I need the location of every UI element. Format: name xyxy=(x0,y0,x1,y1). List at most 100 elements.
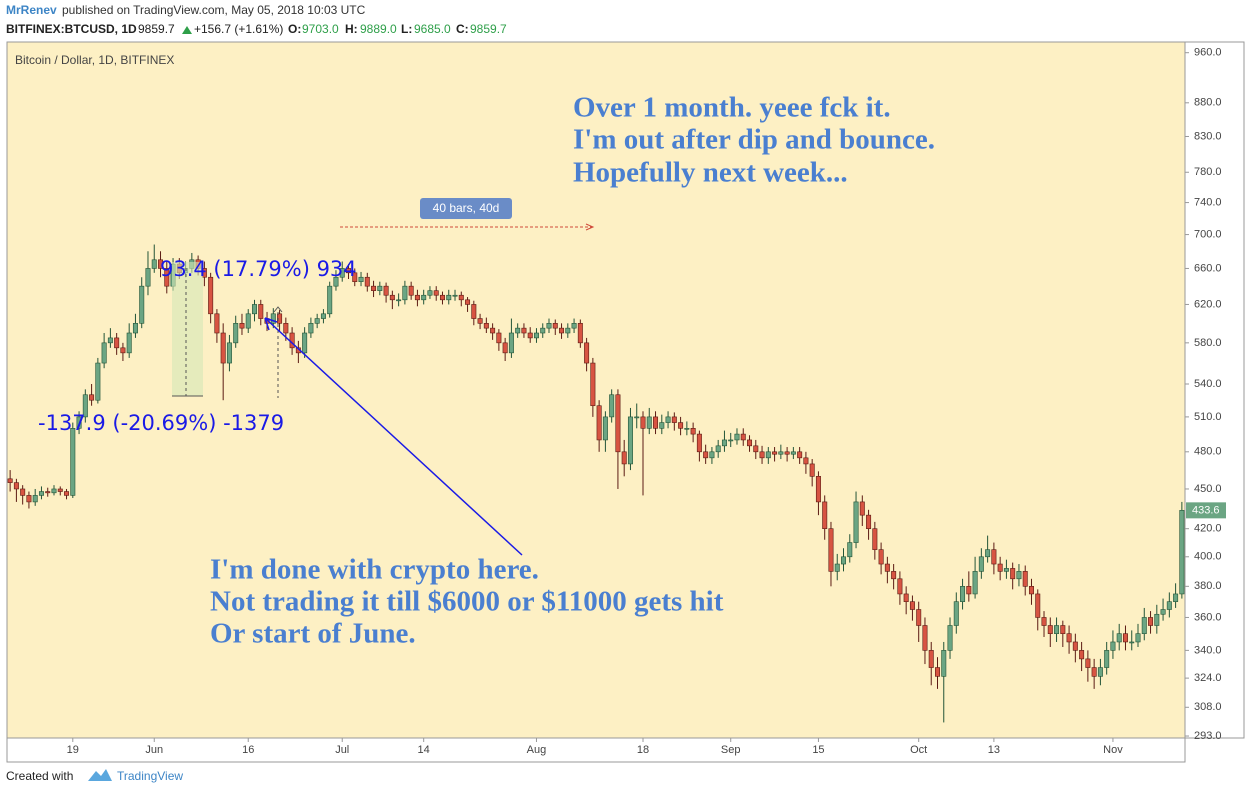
candle-body xyxy=(70,428,76,496)
candle-body xyxy=(1160,609,1166,615)
candle-body xyxy=(552,323,558,329)
candle-body xyxy=(496,332,502,344)
measure-arrow xyxy=(273,306,283,313)
candle-body xyxy=(878,549,884,565)
candle-body xyxy=(527,332,533,339)
candle-body xyxy=(747,439,753,447)
x-tick-label: Jun xyxy=(145,744,163,756)
candle-body xyxy=(483,323,489,329)
candle-body xyxy=(533,332,539,339)
note-bottom: Or start of June. xyxy=(210,618,416,650)
candle-body xyxy=(308,323,314,334)
candle-body xyxy=(596,405,602,441)
last-price: 9859.7 xyxy=(138,22,175,36)
measure-up: 93.4 (17.79%) 934 xyxy=(160,257,357,281)
candle-body xyxy=(540,327,546,334)
y-tick-label: 620.0 xyxy=(1194,298,1222,310)
candle-body xyxy=(1173,593,1179,602)
x-tick-label: 13 xyxy=(988,744,1000,756)
candle-body xyxy=(352,272,358,282)
candle-body xyxy=(1154,613,1160,626)
y-tick-label: 880.0 xyxy=(1194,97,1222,109)
y-tick-label: 960.0 xyxy=(1194,47,1222,59)
candle-body xyxy=(502,342,508,354)
candle-body xyxy=(684,428,690,430)
candle-body xyxy=(389,294,395,301)
candle-body xyxy=(114,337,120,349)
h-value: 9889.0 xyxy=(360,22,397,36)
candle-body xyxy=(609,394,615,418)
x-axis xyxy=(6,737,1186,763)
author[interactable]: MrRenev xyxy=(6,3,57,17)
candle-body xyxy=(634,416,640,419)
footer-created: Created with xyxy=(6,769,73,783)
candle-body xyxy=(1010,568,1016,580)
candle-body xyxy=(778,451,784,455)
x-tick-label: 14 xyxy=(418,744,430,756)
candle-body xyxy=(7,478,13,483)
candle-body xyxy=(897,578,903,595)
candle-body xyxy=(709,451,715,459)
candle-body xyxy=(51,488,57,494)
candle-body xyxy=(571,323,577,329)
candle-body xyxy=(696,433,702,453)
footer-brand[interactable]: TradingView xyxy=(117,769,183,783)
candle-body xyxy=(859,501,865,516)
candle-body xyxy=(922,625,928,651)
candle-body xyxy=(458,294,464,301)
candle-body xyxy=(1072,641,1078,651)
candle-body xyxy=(1179,510,1185,595)
candle-body xyxy=(132,323,138,334)
candle-body xyxy=(289,332,295,349)
candle-body xyxy=(515,327,521,334)
candle-body xyxy=(320,313,326,319)
candle-body xyxy=(659,422,665,429)
y-tick-label: 450.0 xyxy=(1194,483,1222,495)
candle-body xyxy=(584,342,590,364)
candle-body xyxy=(427,290,433,296)
candle-body xyxy=(45,491,51,494)
candle-body xyxy=(784,451,790,455)
candle-body xyxy=(377,285,383,291)
note-bottom: I'm done with crypto here. xyxy=(210,554,539,586)
candle-body xyxy=(1016,571,1022,580)
x-tick-label: Aug xyxy=(527,744,547,756)
y-tick-label: 360.0 xyxy=(1194,611,1222,623)
candle-body xyxy=(364,276,370,287)
y-axis xyxy=(1184,41,1245,739)
candle-body xyxy=(646,416,652,429)
h-label: H: xyxy=(345,22,358,36)
candle-body xyxy=(82,394,88,418)
candle-body xyxy=(233,323,239,344)
candle-body xyxy=(721,439,727,447)
candle-body xyxy=(872,528,878,550)
candle-body xyxy=(740,433,746,441)
candle-body xyxy=(1104,650,1110,668)
candle-body xyxy=(953,601,959,626)
candle-body xyxy=(452,294,458,297)
candle-body xyxy=(803,457,809,465)
candle-body xyxy=(960,586,966,602)
y-tick-label: 660.0 xyxy=(1194,262,1222,274)
candle-body xyxy=(653,416,659,429)
candle-body xyxy=(916,609,922,626)
chart-title: Bitcoin / Dollar, 1D, BITFINEX xyxy=(15,53,174,67)
candle-body xyxy=(13,482,19,490)
candle-body xyxy=(947,625,953,651)
candle-body xyxy=(903,593,909,602)
candle-body xyxy=(145,268,151,287)
pointer-head xyxy=(264,317,278,331)
l-value: 9685.0 xyxy=(414,22,451,36)
note-top: Over 1 month. yeee fck it. xyxy=(573,92,891,124)
candle-body xyxy=(477,318,483,324)
candle-body xyxy=(577,323,583,344)
candle-body xyxy=(772,451,778,455)
candle-body xyxy=(446,294,452,301)
y-tick-label: 830.0 xyxy=(1194,130,1222,142)
y-tick-label: 480.0 xyxy=(1194,446,1222,458)
candle-body xyxy=(1066,633,1072,643)
candle-body xyxy=(32,495,38,503)
candle-body xyxy=(333,276,339,287)
x-tick-label: Oct xyxy=(910,744,927,756)
candle-body xyxy=(208,276,214,315)
